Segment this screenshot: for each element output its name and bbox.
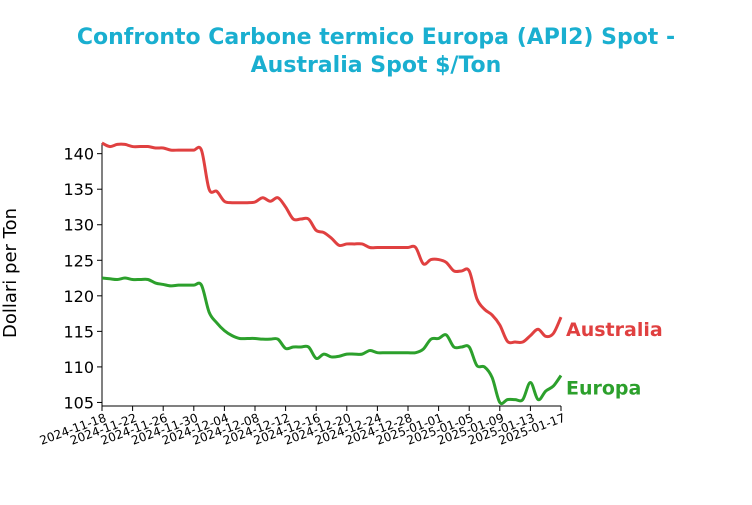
chart-title-line-1: Confronto Carbone termico Europa (API2) … (76, 25, 676, 50)
y-tick-label: 140 (63, 145, 94, 164)
y-axis-label: Dollari per Ton (0, 208, 21, 338)
series-label-europa: Europa (566, 378, 641, 400)
y-tick-label: 125 (63, 251, 94, 270)
series-label-australia: Australia (566, 319, 663, 341)
series-line-australia (101, 141, 563, 345)
y-tick-label: 115 (63, 322, 94, 341)
chart-title-line-2: Australia Spot $/Ton (250, 53, 502, 78)
y-tick-label: 120 (63, 287, 94, 306)
y-tick-label: 135 (63, 180, 94, 199)
chart-title: Confronto Carbone termico Europa (API2) … (0, 24, 752, 80)
series-labels: Australia Europa (566, 319, 663, 399)
series-line-europa (101, 276, 563, 406)
y-tick-label: 130 (63, 216, 94, 235)
series-lines (101, 141, 563, 406)
y-tick-label: 110 (63, 358, 94, 377)
axes: 1051101151201251301351402024-11-182024-1… (38, 143, 567, 448)
y-tick-label: 105 (63, 393, 94, 412)
